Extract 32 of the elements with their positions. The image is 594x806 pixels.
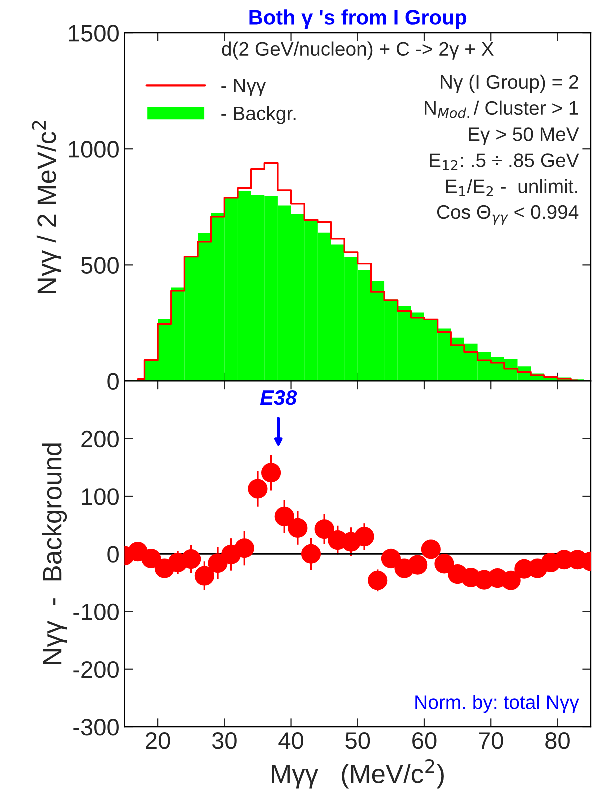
y-tick-label: 1500 — [69, 25, 119, 42]
x-tick-label: 70 — [479, 732, 504, 750]
x-tick-label: 30 — [212, 732, 237, 750]
annotation: E$_{1}$/E$_{2}$ - unlimit. — [446, 179, 578, 196]
y-tick-label: 0 — [108, 546, 119, 563]
y-tick-label: -200 — [74, 661, 119, 678]
y-tick-label: 100 — [82, 488, 119, 506]
legend-label: - Backgr. — [222, 106, 296, 124]
x-tick-label: 60 — [412, 732, 437, 750]
annotation: Nγ (I Group) = 2 — [441, 74, 578, 93]
x-axis-title: Mγγ (MeV/c$^{2}$) — [272, 759, 444, 789]
x-tick-label: 50 — [346, 732, 370, 750]
annotation: E38 — [260, 390, 298, 406]
annotation: Cos Θ$_{γγ}$ < 0.994 — [437, 205, 579, 225]
x-tick-label: 20 — [146, 732, 170, 750]
y-axis-title: Nγγ - Background — [42, 444, 68, 664]
annotation: N$_{Mod.}$/ Cluster > 1 — [425, 100, 578, 118]
x-tick-label: 40 — [278, 732, 304, 750]
chart-title: Both γ 's from I Group — [250, 10, 467, 30]
annotation: Eγ > 50 MeV — [469, 128, 580, 146]
y-tick-label: 200 — [82, 430, 119, 448]
y-axis-title: Nγγ / 2 MeV/c$^{2}$ — [32, 121, 62, 294]
x-tick-label: 80 — [546, 732, 570, 750]
y-tick-label: -300 — [74, 719, 119, 736]
y-tick-label: 0 — [108, 373, 119, 390]
annotation: Norm. by: total Nγγ — [416, 695, 580, 714]
annotation: E$_{12}$: .5 ÷ .85 GeV — [430, 154, 580, 170]
y-tick-label: 500 — [81, 257, 119, 274]
y-tick-label: 1000 — [69, 141, 119, 158]
legend-label: - Nγγ — [222, 79, 266, 97]
y-tick-label: -100 — [74, 604, 119, 621]
chart-subtitle: d(2 GeV/nucleon) + C -> 2γ + X — [222, 42, 494, 60]
